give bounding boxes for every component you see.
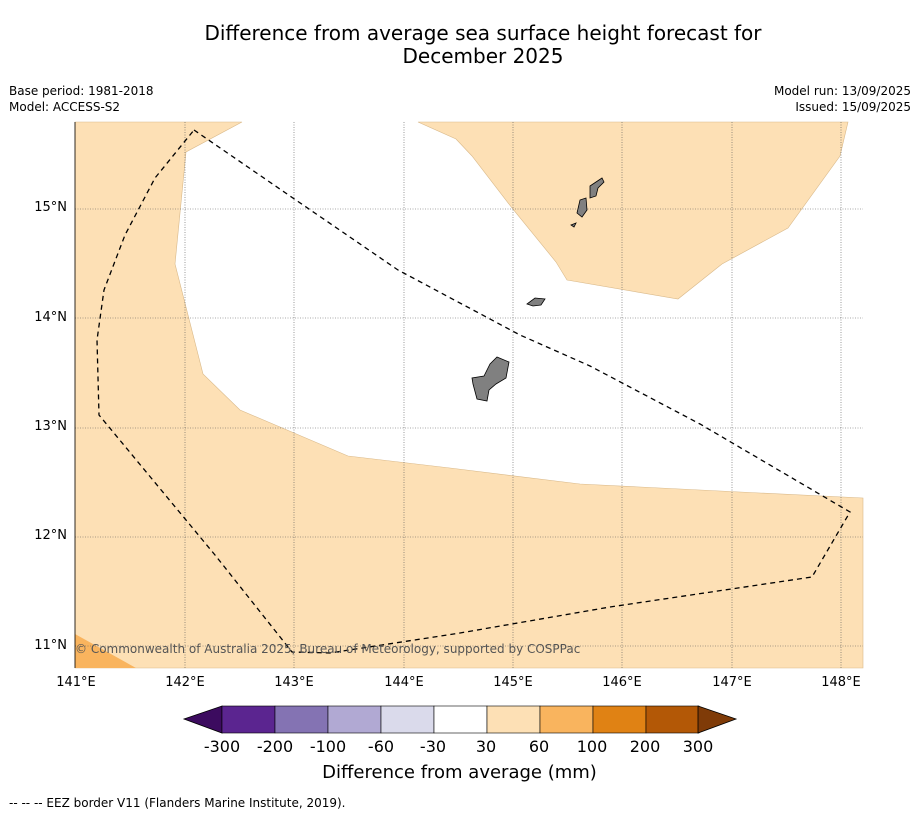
lat-label-14n: 14°N [34, 310, 67, 325]
colorbar-label: Difference from average (mm) [322, 762, 597, 783]
colorbar-tick: 60 [528, 737, 550, 756]
lat-label-15n: 15°N [34, 200, 67, 215]
eez-border [96, 129, 851, 654]
colorbar-tick: -30 [419, 737, 447, 756]
copyright-text: © Commonwealth of Australia 2025, Bureau… [75, 642, 580, 656]
colorbar-extend-high [697, 705, 738, 734]
lon-label-143e: 143°E [274, 675, 314, 690]
lon-label-146e: 146°E [602, 675, 642, 690]
lon-label-147e: 147°E [712, 675, 752, 690]
island-aguijan [570, 222, 577, 228]
lat-label-11n: 11°N [34, 638, 67, 653]
lon-label-145e: 145°E [493, 675, 533, 690]
colorbar-tick: -100 [309, 737, 347, 756]
island-saipan [589, 177, 605, 199]
colorbar-tick: 200 [629, 737, 661, 756]
map-title: Difference from average sea surface heig… [0, 22, 919, 68]
colorbar [182, 705, 738, 734]
meta-left: Base period: 1981-2018 Model: ACCESS-S2 [9, 83, 154, 115]
colorbar-segment [274, 705, 329, 734]
graticule [75, 122, 863, 668]
anomaly-region-west [74, 121, 864, 669]
lat-label-12n: 12°N [34, 528, 67, 543]
model-run: Model run: 13/09/2025 [773, 84, 911, 98]
eez-legend-footnote: -- -- -- EEZ border V11 (Flanders Marine… [9, 796, 346, 810]
anomaly-region-southwest [75, 634, 136, 668]
colorbar-segment [221, 705, 276, 734]
colorbar-segment [380, 705, 435, 734]
anomaly-region-northeast [417, 121, 849, 300]
colorbar-tick: 30 [475, 737, 497, 756]
title-line-1: Difference from average sea surface heig… [204, 21, 762, 45]
island-guam [471, 356, 510, 402]
model-name: Model: ACCESS-S2 [9, 100, 121, 114]
colorbar-segment [539, 705, 594, 734]
lon-label-148e: 148°E [821, 675, 861, 690]
colorbar-segment [327, 705, 382, 734]
base-period: Base period: 1981-2018 [9, 84, 154, 98]
island-rota [526, 297, 546, 307]
lon-label-142e: 142°E [165, 675, 205, 690]
colorbar-extend-low [182, 705, 223, 734]
colorbar-segment [645, 705, 700, 734]
island-tinian [576, 197, 588, 218]
colorbar-tick: 300 [682, 737, 714, 756]
colorbar-segment [433, 705, 488, 734]
colorbar-segment [486, 705, 541, 734]
lon-label-144e: 144°E [384, 675, 424, 690]
meta-right: Model run: 13/09/2025 Issued: 15/09/2025 [774, 83, 911, 115]
colorbar-tick: -60 [367, 737, 395, 756]
colorbar-tick: 100 [576, 737, 608, 756]
lon-label-141e: 141°E [56, 675, 96, 690]
lat-label-13n: 13°N [34, 419, 67, 434]
issued-date: Issued: 15/09/2025 [795, 100, 911, 114]
title-line-2: December 2025 [402, 44, 564, 68]
colorbar-tick: -300 [203, 737, 241, 756]
colorbar-tick: -200 [256, 737, 294, 756]
colorbar-segment [592, 705, 647, 734]
islands [471, 177, 605, 402]
